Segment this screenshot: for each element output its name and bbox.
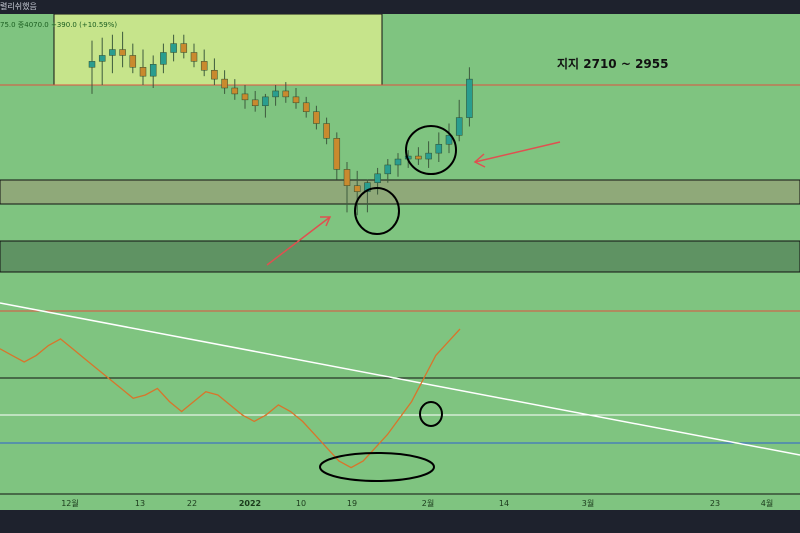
- bottom-bar: [0, 510, 800, 533]
- candle-body: [262, 96, 269, 107]
- candle-body: [170, 43, 177, 53]
- x-tick-label: 23: [710, 499, 720, 508]
- candle-body: [109, 49, 116, 56]
- circle-breakout-candles: [405, 125, 457, 175]
- consolidation-box: [53, 13, 383, 86]
- candle-body: [343, 169, 351, 186]
- candle-body: [445, 135, 453, 145]
- candle-body: [272, 90, 279, 98]
- arrow-left: [473, 141, 561, 168]
- x-tick-label: 13: [135, 499, 145, 508]
- candle-body: [374, 173, 381, 183]
- candle-body: [466, 78, 473, 118]
- candle-body: [384, 164, 392, 175]
- candlestick-series: [88, 31, 473, 216]
- candle-body: [302, 102, 310, 112]
- candle-body: [139, 67, 147, 77]
- candle-body: [221, 78, 228, 89]
- downtrend-line: [0, 302, 800, 456]
- candle-body: [211, 69, 218, 80]
- arrow-up-right: [266, 216, 332, 266]
- candle-body: [251, 99, 259, 107]
- candle-body: [455, 117, 463, 136]
- chart-title-fragment: 렬리쉬했음: [0, 2, 37, 11]
- circle-oscillator-cross: [419, 401, 443, 427]
- x-tick-label: 22: [187, 499, 197, 508]
- candle-body: [435, 143, 443, 154]
- candle-body: [333, 138, 341, 170]
- dark-band: [0, 240, 800, 273]
- candle-body: [292, 96, 300, 104]
- candle-body: [119, 49, 126, 56]
- x-tick-label: 4월: [761, 498, 773, 508]
- circle-oscillator-bottom: [319, 452, 435, 482]
- candle-body: [313, 111, 320, 124]
- candle-body: [231, 87, 239, 95]
- candle-body: [149, 64, 157, 77]
- support-label: 지지 2710 ~ 2955: [557, 56, 668, 71]
- candle-body: [160, 52, 167, 65]
- x-tick-label: 10: [296, 499, 306, 508]
- candle-body: [88, 61, 96, 68]
- candle-body: [425, 152, 432, 160]
- candle-body: [129, 55, 137, 68]
- oscillator-line: [0, 328, 461, 469]
- ohlc-readout: 75.0 종4070.0 +390.0 (+10.59%): [0, 21, 118, 29]
- candle-body: [190, 52, 198, 62]
- candle-body: [364, 182, 371, 192]
- candle-body: [394, 158, 402, 166]
- x-tick-label: 12월: [61, 498, 79, 508]
- x-tick-label: 14: [499, 499, 509, 508]
- candle-body: [282, 90, 290, 98]
- candle-body: [353, 185, 361, 192]
- x-tick-label: 19: [347, 499, 357, 508]
- x-tick-label: 2022: [239, 499, 261, 508]
- candle-body: [180, 43, 188, 53]
- candle-body: [415, 155, 422, 160]
- support-band: [0, 179, 800, 205]
- candle-body: [200, 61, 208, 71]
- circle-bottom-candles: [354, 187, 400, 235]
- candle-body: [323, 123, 330, 139]
- candle-body: [241, 93, 249, 101]
- x-axis: 12월 13 22 2022 10 19 2월 14 3월 23 4월: [61, 498, 773, 508]
- x-tick-label: 3월: [582, 498, 594, 508]
- top-bar: 렬리쉬했음: [0, 0, 800, 14]
- candle-body: [98, 55, 106, 62]
- x-tick-label: 2월: [422, 498, 434, 508]
